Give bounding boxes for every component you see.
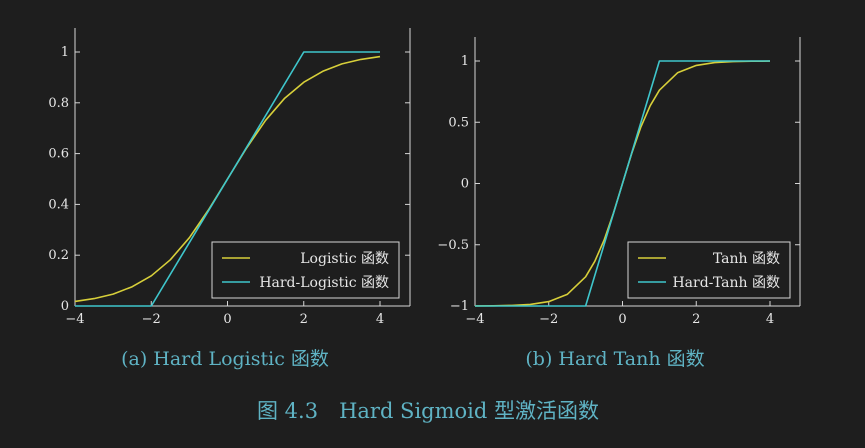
y-tick-label: 0.2 [48,248,69,263]
y-tick-label: −0.5 [437,238,469,253]
legend: Logistic 函数 Hard-Logistic 函数 [211,241,400,299]
legend-label-1: Hard-Tanh 函数 [672,275,780,291]
x-tick-label: 0 [223,312,231,327]
x-tick-label: −4 [65,312,84,327]
y-tick-label: 0.4 [48,197,69,212]
legend-box [211,241,400,299]
series-line-1 [475,60,770,307]
series-line-1 [75,51,380,307]
x-tick-label: −2 [539,312,558,327]
y-tick-label: 0.6 [48,147,69,162]
x-tick-label: −2 [142,312,161,327]
x-tick-label: −4 [465,312,484,327]
chart-hard-tanh: −1 −0.5 0 0.5 1 −4 −2 0 2 4 Tanh 函数 Hard-Tanh 函数 [437,37,801,327]
y-tick-label: 1 [461,54,469,69]
y-tick-label: 0.5 [448,115,469,130]
y-tick-label: 1 [61,45,69,60]
legend: Tanh 函数 Hard-Tanh 函数 [627,241,791,299]
x-tick-label: 4 [766,312,774,327]
x-tick-label: 2 [692,312,700,327]
chart-hard-logistic: 0 0.2 0.4 0.6 0.8 1 −4 −2 0 2 4 Logistic 函数 Hard-Log… [48,28,411,327]
y-tick-label: −1 [450,299,469,314]
legend-box [627,241,791,299]
caption-a: (a) Hard Logistic 函数 [121,348,329,370]
y-tick-label: 0.8 [48,96,69,111]
x-tick-label: 2 [300,312,308,327]
y-tick-label: 0 [461,177,469,192]
caption-b: (b) Hard Tanh 函数 [525,348,704,370]
x-tick-label: 0 [618,312,626,327]
legend-label-0: Logistic 函数 [300,251,389,267]
legend-label-1: Hard-Logistic 函数 [259,275,389,291]
x-tick-label: 4 [376,312,384,327]
y-tick-label: 0 [61,299,69,314]
figure-caption: 图 4.3 Hard Sigmoid 型激活函数 [257,399,599,423]
legend-label-0: Tanh 函数 [713,251,780,267]
